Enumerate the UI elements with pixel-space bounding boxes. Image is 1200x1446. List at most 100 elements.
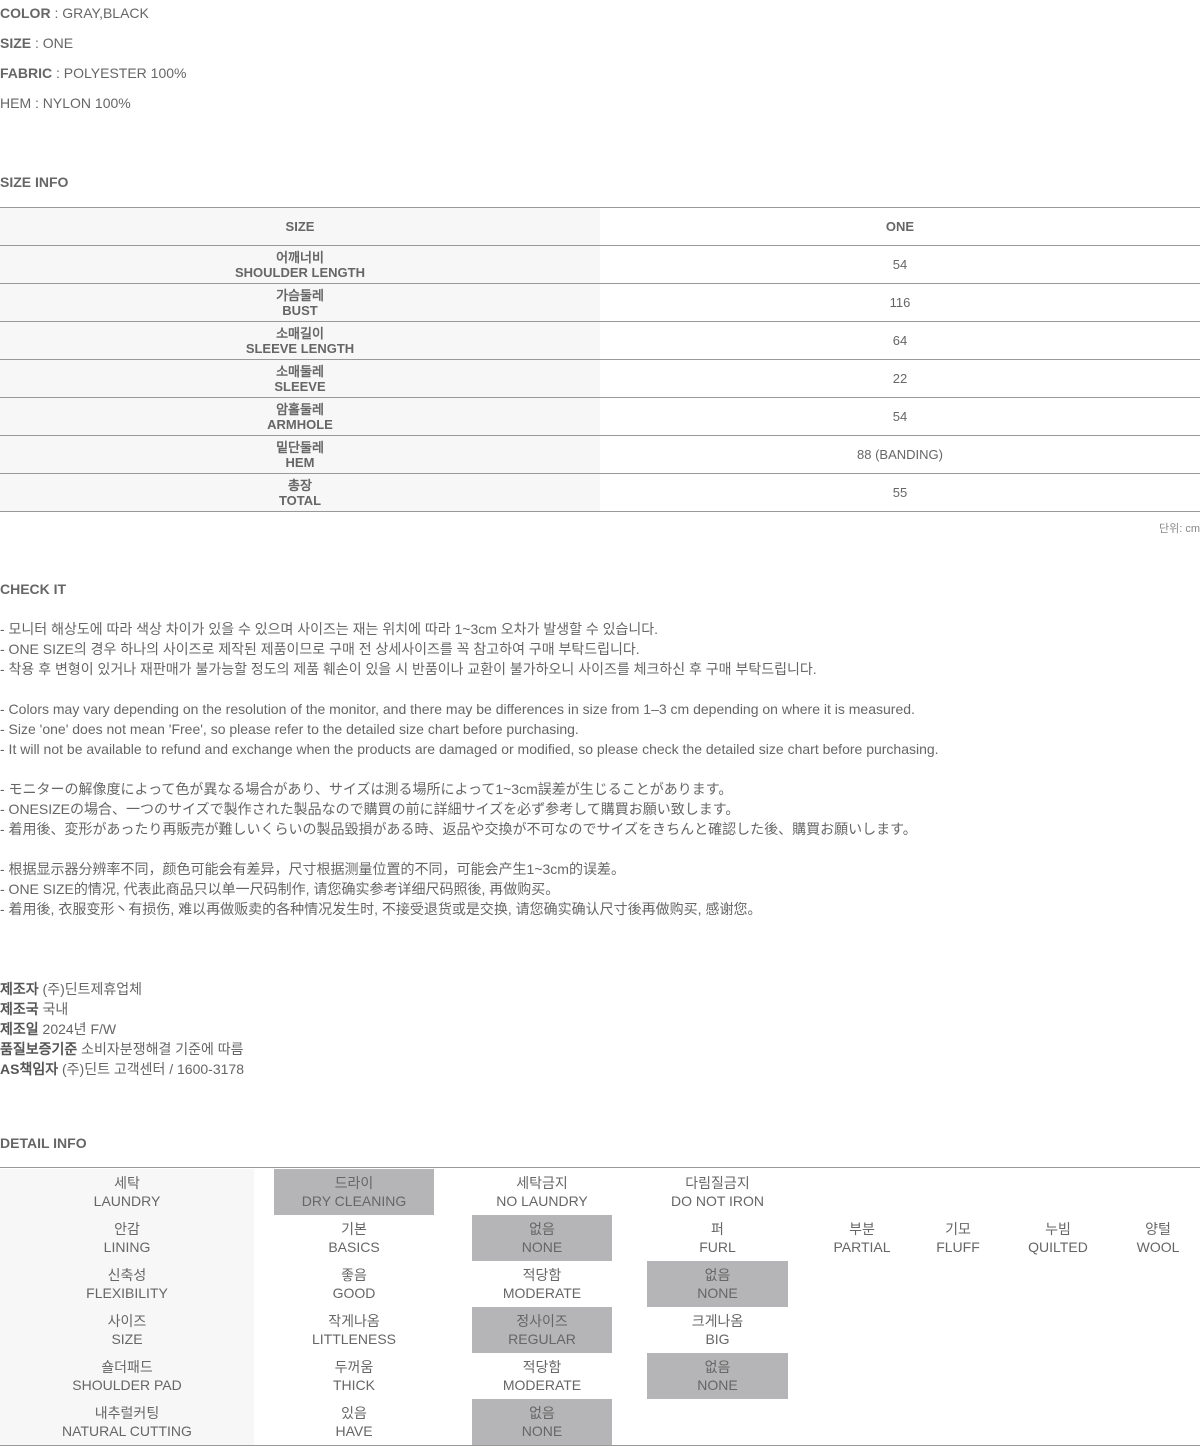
label-ko: 세탁: [114, 1175, 140, 1191]
maker-label: AS책임자: [0, 1061, 59, 1077]
measure-label: 가슴둘레 BUST: [0, 284, 600, 321]
option-en: DRY CLEANING: [301, 1193, 407, 1209]
option-en: FLUFF: [936, 1239, 980, 1255]
maker-label: 제조일: [0, 1021, 39, 1037]
option-ko: 기모: [945, 1221, 971, 1237]
option-ko: 작게나옴: [328, 1313, 380, 1329]
maker-label: 제조국: [0, 1001, 39, 1017]
size-row: 밑단둘레 HEM 88 (BANDING): [0, 436, 1200, 474]
option-ko: 양털: [1145, 1221, 1171, 1237]
note-line: [0, 759, 939, 779]
maker-value: 소비자분쟁해결 기준에 따름: [77, 1041, 244, 1057]
option-ko: 퍼: [711, 1221, 724, 1237]
note-line: - 着用後、変形があったり再販売が難しいくらいの製品毀損がある時、返品や交換が不…: [0, 821, 917, 837]
spec-label: COLOR: [0, 5, 51, 21]
detail-option: 양털 WOOL: [1108, 1215, 1200, 1261]
measure-value: 55: [892, 485, 908, 500]
option-en: MODERATE: [502, 1377, 582, 1393]
measure-value: 64: [892, 333, 908, 348]
option-ko: 없음: [529, 1221, 555, 1237]
detail-option: 작게나옴 LITTLENESS: [274, 1307, 434, 1353]
option-en: GOOD: [332, 1285, 376, 1301]
detail-option: 없음 NONE: [647, 1261, 788, 1307]
spec-line: SIZE : ONE: [0, 33, 73, 53]
measure-ko: 가슴둘레: [276, 287, 324, 303]
option-en: LITTLENESS: [311, 1331, 397, 1347]
label-ko: 사이즈: [107, 1313, 147, 1329]
option-en: REGULAR: [508, 1331, 576, 1347]
detail-option: 좋음 GOOD: [274, 1261, 434, 1307]
detail-option: 적당함 MODERATE: [472, 1261, 612, 1307]
note-line: [0, 679, 939, 699]
size-row: 소매길이 SLEEVE LENGTH 64: [0, 322, 1200, 360]
maker-line: 제조자 (주)딘트제휴업체: [0, 979, 244, 999]
check-it-title: CHECK IT: [0, 581, 67, 597]
maker-line: 품질보증기준 소비자분쟁해결 기준에 따름: [0, 1039, 244, 1059]
measure-en: ARMHOLE: [267, 416, 333, 432]
check-it-notes: - 모니터 해상도에 따라 색상 차이가 있을 수 있으며 사이즈는 재는 위치…: [0, 619, 939, 919]
spec-label: FABRIC: [0, 65, 53, 81]
note-line: - 모니터 해상도에 따라 색상 차이가 있을 수 있으며 사이즈는 재는 위치…: [0, 621, 659, 637]
detail-table: 세탁 LAUNDRY 드라이 DRY CLEANING 세탁금지 NO LAUNDRY 다림…: [0, 1167, 1200, 1446]
detail-option: 정사이즈 REGULAR: [472, 1307, 612, 1353]
label-en: LINING: [103, 1239, 151, 1255]
detail-option: 있음 HAVE: [274, 1399, 434, 1445]
measure-ko: 어깨너비: [276, 249, 324, 265]
detail-option: 세탁금지 NO LAUNDRY: [472, 1169, 612, 1215]
maker-line: 제조국 국내: [0, 999, 244, 1019]
spec-value: : GRAY,BLACK: [50, 5, 149, 21]
maker-info: 제조자 (주)딘트제휴업체 제조국 국내 제조일 2024년 F/W 품질보증기준 소…: [0, 979, 244, 1079]
spec-label: SIZE: [0, 35, 32, 51]
option-ko: 있음: [341, 1405, 367, 1421]
note-line: - 着用後, 衣服变形丶有损伤, 难以再做贩卖的各种情况发生时, 不接受退货或是…: [0, 901, 762, 917]
measure-label: 소매둘레 SLEEVE: [0, 360, 600, 397]
option-en: NO LAUNDRY: [496, 1193, 588, 1209]
maker-value: (주)딘트 고객센터 / 1600-3178: [58, 1061, 244, 1077]
detail-option: 적당함 MODERATE: [472, 1353, 612, 1399]
note-line: - モニターの解像度によって色が異なる場合があり、サイズは測る場所によって1~3…: [0, 781, 733, 797]
note-line: - ONE SIZE的情况, 代表此商品只以单一尺码制作, 请您确实参考详细尺码…: [0, 881, 560, 897]
maker-value: 2024년 F/W: [38, 1021, 117, 1037]
option-ko: 좋음: [341, 1267, 367, 1283]
option-ko: 두꺼움: [334, 1359, 374, 1375]
size-row: 소매둘레 SLEEVE 22: [0, 360, 1200, 398]
label-en: SIZE: [111, 1331, 143, 1347]
spec-value: : ONE: [31, 35, 74, 51]
label-ko: 신축성: [107, 1267, 147, 1283]
measure-value: 116: [889, 295, 911, 310]
option-ko: 다림질금지: [685, 1175, 750, 1191]
detail-row-label: 안감 LINING: [0, 1215, 254, 1261]
detail-option: 다림질금지 DO NOT IRON: [647, 1169, 788, 1215]
option-ko: 기본: [341, 1221, 367, 1237]
measure-en: TOTAL: [278, 492, 322, 508]
option-ko: 세탁금지: [516, 1175, 568, 1191]
size-table-header: SIZE ONE: [0, 208, 1200, 246]
detail-option: 드라이 DRY CLEANING: [274, 1169, 434, 1215]
detail-option: 크게나옴 BIG: [647, 1307, 788, 1353]
measure-en: SLEEVE LENGTH: [245, 340, 355, 356]
maker-label: 품질보증기준: [0, 1041, 78, 1057]
maker-line: AS책임자 (주)딘트 고객센터 / 1600-3178: [0, 1059, 244, 1079]
option-en: NONE: [697, 1285, 738, 1301]
spec-value: HEM : NYLON 100%: [0, 95, 131, 111]
detail-option: 퍼 FURL: [647, 1215, 788, 1261]
note-line: - Size 'one' does not mean 'Free', so pl…: [0, 721, 579, 737]
option-en: DO NOT IRON: [670, 1193, 765, 1209]
measure-ko: 암홀둘레: [276, 401, 324, 417]
measure-ko: 밑단둘레: [276, 439, 324, 455]
detail-option: 없음 NONE: [647, 1353, 788, 1399]
label-en: SHOULDER PAD: [72, 1377, 182, 1393]
maker-line: 제조일 2024년 F/W: [0, 1019, 244, 1039]
maker-value: 국내: [38, 1001, 69, 1017]
detail-option: 기본 BASICS: [274, 1215, 434, 1261]
spec-line: FABRIC : POLYESTER 100%: [0, 63, 186, 83]
option-ko: 없음: [529, 1405, 555, 1421]
measure-en: BUST: [282, 302, 318, 318]
detail-option: 기모 FLUFF: [908, 1215, 1008, 1261]
label-ko: 숄더패드: [101, 1359, 153, 1375]
option-ko: 크게나옴: [691, 1313, 744, 1329]
option-en: QUILTED: [1028, 1239, 1088, 1255]
measure-value: 54: [892, 409, 908, 424]
measure-value: 22: [892, 371, 908, 386]
spec-line: HEM : NYLON 100%: [0, 93, 131, 113]
